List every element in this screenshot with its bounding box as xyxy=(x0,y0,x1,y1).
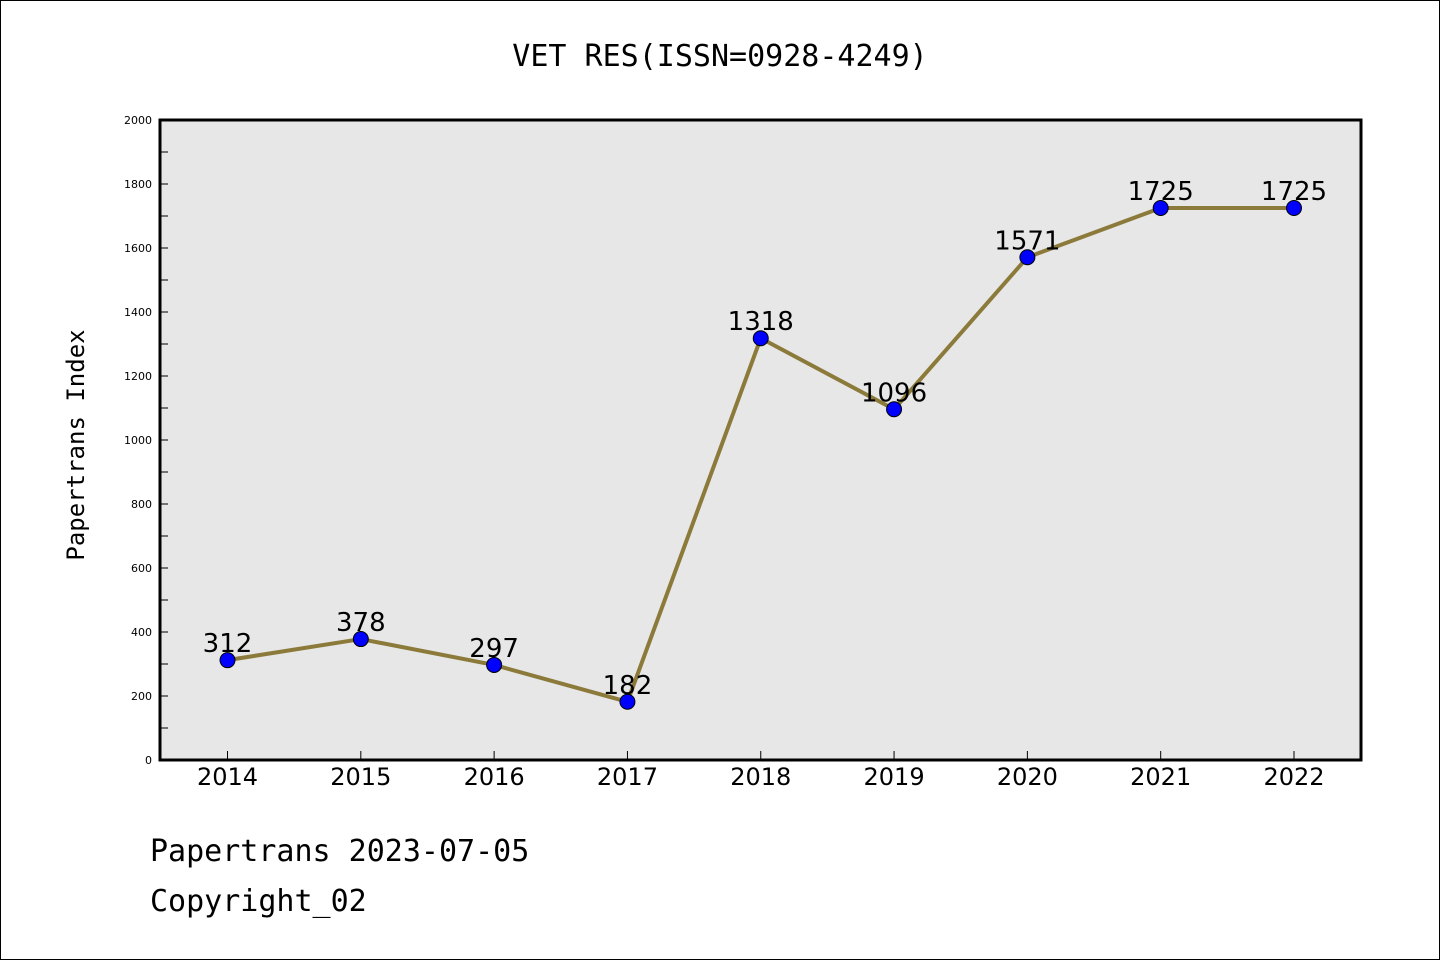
y-tick-label: 800 xyxy=(131,498,152,511)
footer-copyright: Copyright_02 xyxy=(150,884,367,919)
data-point xyxy=(886,401,903,418)
data-label: 182 xyxy=(603,671,653,701)
data-point xyxy=(1152,200,1169,216)
data-label: 297 xyxy=(469,634,519,664)
y-tick-label: 0 xyxy=(145,754,152,767)
series-layer: 312 378 297 182 1318 1096 1571 1725 1725 xyxy=(203,177,1327,710)
chart-title: VET RES(ISSN=0928-4249) xyxy=(512,39,927,74)
data-point xyxy=(486,656,503,673)
y-tick-label: 1600 xyxy=(124,242,152,255)
x-tick-label: 2021 xyxy=(1130,763,1191,791)
y-tick-label: 200 xyxy=(131,690,152,703)
y-tick-label: 1400 xyxy=(124,306,152,319)
data-point xyxy=(619,693,636,710)
plot-area xyxy=(158,118,1363,762)
y-tick-label: 400 xyxy=(131,626,152,639)
data-point xyxy=(1019,249,1036,266)
y-tick-label: 1000 xyxy=(124,434,152,447)
y-tick-label: 2000 xyxy=(124,114,152,127)
data-label: 1318 xyxy=(728,307,794,337)
y-tick-label: 1200 xyxy=(124,370,152,383)
x-axis-ticks: 2014 2015 2016 2017 2018 2019 2020 2021 2022 xyxy=(197,751,1325,791)
data-label: 312 xyxy=(203,629,253,659)
data-point xyxy=(1286,200,1302,216)
footer-date: Papertrans 2023-07-05 xyxy=(150,834,530,869)
x-tick-label: 2016 xyxy=(464,763,525,791)
y-tick-label: 600 xyxy=(131,562,152,575)
data-point xyxy=(752,330,769,347)
x-tick-label: 2020 xyxy=(997,763,1058,791)
x-tick-label: 2014 xyxy=(197,763,258,791)
y-axis-label: Papertrans Index xyxy=(62,329,90,560)
x-tick-label: 2019 xyxy=(864,763,925,791)
data-label: 1725 xyxy=(1261,177,1327,207)
data-point xyxy=(352,631,369,648)
x-tick-label: 2017 xyxy=(597,763,658,791)
data-label: 378 xyxy=(336,608,386,638)
x-tick-label: 2015 xyxy=(330,763,391,791)
data-label: 1571 xyxy=(994,226,1060,256)
x-tick-label: 2022 xyxy=(1263,763,1324,791)
data-label: 1096 xyxy=(861,378,927,408)
data-label: 1725 xyxy=(1128,177,1194,207)
x-tick-label: 2018 xyxy=(730,763,791,791)
y-tick-label: 1800 xyxy=(124,178,152,191)
data-point xyxy=(219,652,236,669)
y-axis-ticks: 0 200 400 600 800 1000 1200 1400 1600 1800 2000 xyxy=(124,114,168,767)
